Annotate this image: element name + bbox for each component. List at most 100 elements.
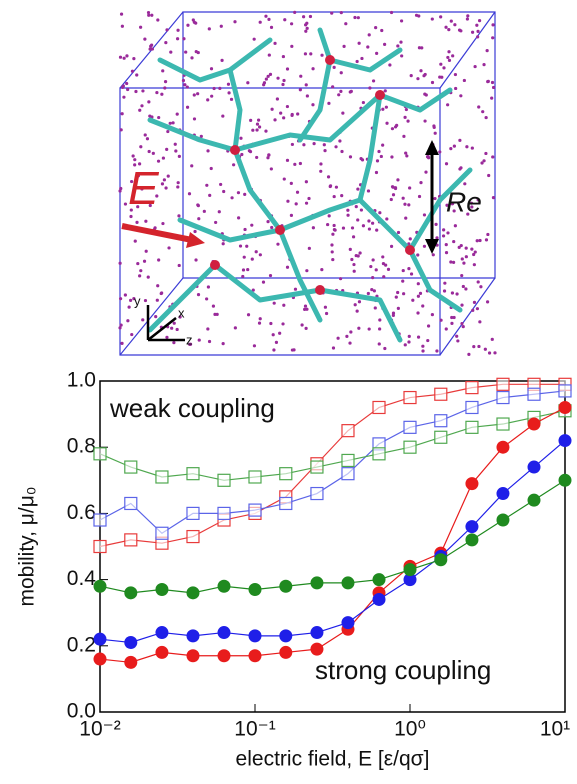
dot bbox=[371, 221, 375, 225]
dot bbox=[433, 131, 437, 135]
dot bbox=[148, 114, 152, 118]
dot bbox=[331, 346, 336, 350]
node bbox=[315, 285, 325, 295]
dot bbox=[438, 75, 442, 79]
dot bbox=[290, 142, 294, 147]
dot bbox=[311, 103, 315, 107]
dot bbox=[160, 92, 164, 96]
node bbox=[325, 55, 335, 65]
dot bbox=[453, 23, 457, 27]
dot bbox=[171, 121, 175, 125]
dot bbox=[455, 334, 459, 338]
dot bbox=[241, 268, 246, 272]
dot bbox=[327, 214, 331, 218]
dot bbox=[344, 22, 348, 26]
dot bbox=[435, 349, 439, 353]
dot bbox=[348, 341, 352, 345]
dot bbox=[243, 192, 247, 196]
arrowhead bbox=[425, 140, 439, 155]
dot bbox=[470, 205, 474, 209]
marker bbox=[248, 649, 262, 663]
dot bbox=[130, 179, 134, 184]
dot bbox=[118, 189, 122, 193]
dot bbox=[472, 252, 476, 257]
dot bbox=[267, 53, 271, 57]
marker bbox=[93, 539, 107, 554]
dot bbox=[357, 41, 361, 45]
dot bbox=[345, 334, 349, 338]
dot bbox=[422, 74, 426, 78]
dot bbox=[300, 323, 304, 327]
dot bbox=[155, 90, 159, 95]
dot bbox=[293, 162, 297, 166]
dot bbox=[374, 268, 378, 272]
dot bbox=[338, 139, 342, 143]
dot bbox=[176, 185, 180, 189]
dot bbox=[487, 173, 491, 178]
dot bbox=[368, 86, 372, 90]
series-line bbox=[99, 479, 566, 594]
dot bbox=[270, 225, 274, 230]
dot bbox=[420, 46, 424, 50]
dot bbox=[155, 298, 159, 302]
dot bbox=[130, 332, 134, 337]
dot bbox=[450, 315, 454, 320]
marker bbox=[341, 576, 355, 590]
dot bbox=[455, 292, 459, 296]
dot bbox=[150, 47, 155, 51]
dot bbox=[285, 67, 290, 71]
marker bbox=[558, 434, 572, 448]
dot bbox=[311, 226, 315, 230]
dot bbox=[351, 235, 356, 239]
dot bbox=[452, 144, 456, 148]
dot bbox=[273, 118, 277, 122]
dot bbox=[414, 13, 419, 17]
dot bbox=[463, 182, 467, 186]
dot bbox=[129, 208, 133, 212]
dot bbox=[486, 79, 490, 83]
marker bbox=[93, 632, 107, 646]
dot bbox=[320, 53, 324, 57]
dot bbox=[411, 298, 415, 302]
dot bbox=[447, 50, 451, 54]
dot bbox=[460, 303, 464, 307]
dot bbox=[339, 11, 343, 15]
dot bbox=[456, 339, 460, 343]
dot bbox=[378, 211, 382, 215]
dot bbox=[276, 242, 280, 246]
y-tick-label: 0.6 bbox=[67, 501, 96, 524]
field-arrow bbox=[121, 223, 193, 243]
dot bbox=[192, 93, 196, 97]
dot bbox=[491, 196, 496, 200]
dot bbox=[477, 19, 482, 23]
dot bbox=[446, 55, 450, 60]
dot bbox=[238, 244, 243, 248]
dot bbox=[452, 260, 456, 265]
dot bbox=[478, 238, 482, 243]
chain bbox=[177, 197, 413, 253]
dot bbox=[389, 244, 394, 248]
marker bbox=[279, 645, 293, 659]
marker bbox=[496, 513, 510, 527]
dot bbox=[290, 44, 294, 48]
dot bbox=[140, 187, 144, 191]
dot bbox=[229, 97, 234, 101]
dot bbox=[191, 18, 195, 22]
dot bbox=[190, 56, 194, 60]
chain bbox=[407, 247, 463, 313]
series-line bbox=[99, 390, 566, 535]
dot bbox=[196, 203, 200, 207]
marker bbox=[372, 573, 386, 587]
dot bbox=[144, 219, 148, 223]
dot bbox=[477, 105, 481, 109]
dot bbox=[390, 155, 394, 159]
marker bbox=[124, 460, 138, 474]
dot bbox=[118, 326, 122, 330]
series-line bbox=[99, 410, 566, 481]
dot bbox=[444, 251, 449, 255]
dot bbox=[490, 96, 494, 100]
dot bbox=[143, 298, 148, 303]
dot bbox=[267, 17, 271, 22]
dot bbox=[206, 98, 210, 102]
dot bbox=[464, 287, 468, 291]
